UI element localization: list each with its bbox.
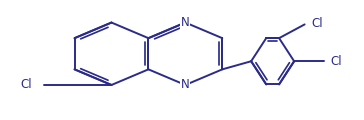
Text: Cl: Cl	[311, 17, 323, 30]
Text: Cl: Cl	[20, 78, 32, 91]
Text: Cl: Cl	[331, 55, 342, 68]
Text: N: N	[181, 78, 190, 91]
Text: N: N	[181, 16, 190, 29]
